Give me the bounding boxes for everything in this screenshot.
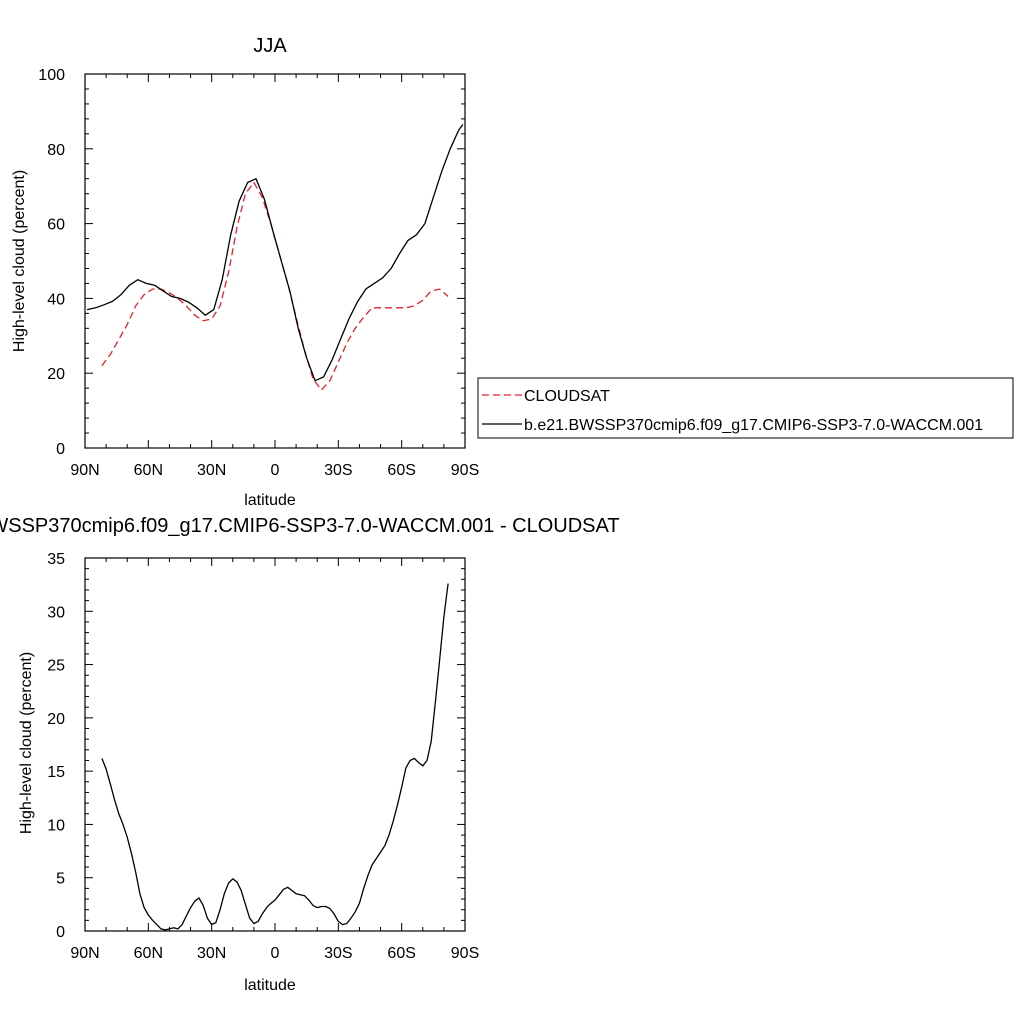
chart-panel-bottom: b.e21.BWSSP370cmip6.f09_g17.CMIP6-SSP3-7…	[0, 515, 620, 994]
plot-area: 90N 60N 30N 0 30S 60S 90S 0 20 40 60 80 100	[38, 67, 479, 479]
x-tick-label: 60S	[387, 462, 415, 479]
plot-area: 90N 60N 30N 0 30S 60S 90S 0 5 10 15 20 25 30 35	[47, 551, 479, 962]
y-tick-label: 15	[47, 764, 65, 781]
series-line-cloudsat	[101, 181, 449, 391]
x-tick-label: 90N	[70, 462, 99, 479]
legend-label-cloudsat: CLOUDSAT	[524, 388, 610, 405]
y-tick-label: 0	[56, 924, 65, 941]
chart-panel-top: JJA 90N 60N 30N 0 30S 60S 90S 0 20 40 60 80 100 lati…	[11, 35, 479, 509]
y-tick-label: 30	[47, 604, 65, 621]
legend-box	[477, 377, 1014, 439]
legend: CLOUDSAT b.e21.BWSSP370cmip6.f09_g17.CMI…	[477, 377, 1014, 439]
x-tick-label: 90S	[451, 945, 479, 962]
x-tick-label: 30N	[197, 462, 226, 479]
y-tick-label: 20	[47, 711, 65, 728]
y-tick-label: 5	[56, 871, 65, 888]
x-tick-label: 30S	[324, 945, 352, 962]
series-line-difference	[101, 583, 449, 931]
y-tick-label: 100	[38, 67, 65, 84]
x-tick-label: 0	[271, 462, 280, 479]
x-axis-label: latitude	[244, 977, 296, 994]
plot-frame	[84, 557, 466, 932]
x-tick-label: 60S	[387, 945, 415, 962]
plot-frame	[84, 73, 466, 449]
y-tick-label: 40	[47, 291, 65, 308]
x-tick-label: 60N	[134, 462, 163, 479]
x-tick-label: 30S	[324, 462, 352, 479]
y-tick-label: 0	[56, 441, 65, 458]
y-tick-label: 10	[47, 817, 65, 834]
chart-title: JJA	[253, 35, 287, 57]
x-tick-label: 90S	[451, 462, 479, 479]
x-tick-label: 0	[271, 945, 280, 962]
y-tick-label: 60	[47, 217, 65, 234]
x-tick-label: 30N	[197, 945, 226, 962]
x-tick-label: 60N	[134, 945, 163, 962]
series-line-b-e21-bwssp370cmip6-f09-g17-cmip6-ssp3-7	[86, 124, 464, 382]
chart-title: b.e21.BWSSP370cmip6.f09_g17.CMIP6-SSP3-7…	[0, 515, 620, 537]
y-axis-label: High-level cloud (percent)	[18, 652, 35, 834]
y-tick-label: 35	[47, 551, 65, 568]
x-axis-label: latitude	[244, 492, 296, 509]
y-tick-label: 80	[47, 142, 65, 159]
y-axis-label: High-level cloud (percent)	[11, 170, 28, 352]
y-tick-label: 25	[47, 658, 65, 675]
legend-label-model: b.e21.BWSSP370cmip6.f09_g17.CMIP6-SSP3-7…	[524, 417, 983, 434]
y-tick-label: 20	[47, 366, 65, 383]
x-tick-label: 90N	[70, 945, 99, 962]
